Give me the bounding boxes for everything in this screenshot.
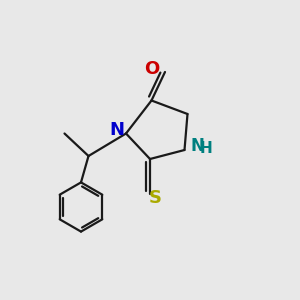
Text: O: O (144, 60, 159, 78)
Text: N: N (190, 137, 204, 155)
Text: H: H (200, 141, 212, 156)
Text: N: N (109, 121, 124, 139)
Text: S: S (149, 189, 162, 207)
